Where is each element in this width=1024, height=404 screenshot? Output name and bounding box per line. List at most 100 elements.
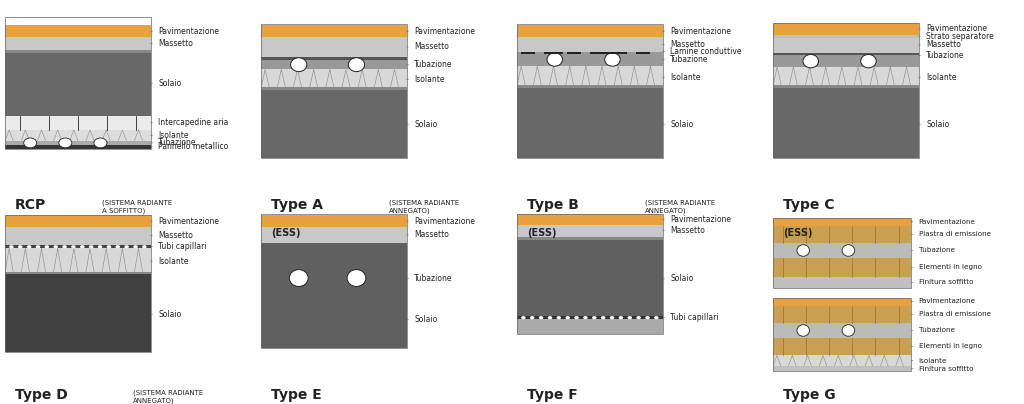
Text: Massetto: Massetto <box>151 231 194 240</box>
Text: Tubi capillari: Tubi capillari <box>151 242 207 251</box>
Bar <box>261 57 407 60</box>
Bar <box>544 52 558 54</box>
Bar <box>261 214 407 348</box>
Ellipse shape <box>547 53 562 66</box>
Bar <box>517 38 663 52</box>
Text: Tubazione: Tubazione <box>151 139 197 147</box>
Bar <box>5 145 151 149</box>
Bar <box>773 305 911 323</box>
Text: Type E: Type E <box>271 388 322 402</box>
Bar <box>773 298 911 371</box>
Bar <box>773 38 919 53</box>
Circle shape <box>654 316 658 319</box>
Text: (SISTEMA RADIANTE
A SOFFITTO): (SISTEMA RADIANTE A SOFFITTO) <box>102 200 172 214</box>
Text: Pavimentazione: Pavimentazione <box>407 217 475 226</box>
Circle shape <box>548 316 552 319</box>
Ellipse shape <box>803 55 818 68</box>
Bar <box>5 116 151 130</box>
Bar <box>5 248 151 272</box>
Text: Massetto: Massetto <box>919 40 962 49</box>
Bar <box>517 214 663 334</box>
Text: (SISTEMA RADIANTE
ANNEGATO): (SISTEMA RADIANTE ANNEGATO) <box>133 390 203 404</box>
Bar <box>517 86 663 88</box>
Circle shape <box>530 316 535 319</box>
Ellipse shape <box>348 58 365 72</box>
Bar <box>517 52 663 66</box>
Text: Tubazione: Tubazione <box>663 55 709 64</box>
Ellipse shape <box>842 245 855 256</box>
Bar <box>5 215 151 352</box>
Ellipse shape <box>861 55 877 68</box>
Bar <box>773 218 911 288</box>
Circle shape <box>557 316 561 319</box>
Text: (ESS): (ESS) <box>783 228 813 238</box>
Text: (ESS): (ESS) <box>527 228 557 238</box>
Bar <box>517 25 663 38</box>
Ellipse shape <box>842 325 855 336</box>
Text: (ESS): (ESS) <box>271 228 301 238</box>
Text: Solaio: Solaio <box>663 274 693 284</box>
Bar <box>5 50 151 53</box>
Text: Type A: Type A <box>271 198 324 212</box>
Bar <box>261 69 407 87</box>
Ellipse shape <box>347 269 366 286</box>
Text: Massetto: Massetto <box>151 39 194 48</box>
Bar <box>5 272 151 274</box>
Bar <box>5 245 151 248</box>
Bar <box>261 215 407 227</box>
Circle shape <box>618 316 624 319</box>
Bar <box>773 298 911 305</box>
Text: Type F: Type F <box>527 388 578 402</box>
Bar <box>5 17 151 149</box>
Circle shape <box>80 245 85 248</box>
Text: Pavimentazione: Pavimentazione <box>663 27 731 36</box>
Text: Isolante: Isolante <box>919 73 956 82</box>
Bar <box>773 225 911 243</box>
Circle shape <box>565 316 570 319</box>
Text: Pavimentazione: Pavimentazione <box>151 27 219 36</box>
Bar <box>547 52 563 54</box>
Text: Tubazione: Tubazione <box>919 51 965 60</box>
Circle shape <box>142 245 146 248</box>
Bar <box>261 243 407 348</box>
Text: Isolante: Isolante <box>151 257 188 266</box>
Bar <box>261 60 407 69</box>
Text: Solaio: Solaio <box>407 120 437 129</box>
Bar <box>261 90 407 158</box>
Bar <box>5 274 151 352</box>
Text: Isolante: Isolante <box>663 73 700 82</box>
Bar <box>590 52 604 54</box>
Text: Massetto: Massetto <box>407 230 450 239</box>
Bar <box>773 277 911 288</box>
Text: Isolante: Isolante <box>911 358 947 364</box>
Bar <box>517 88 663 158</box>
Text: (SISTEMA RADIANTE
ANNEGATO): (SISTEMA RADIANTE ANNEGATO) <box>645 200 715 214</box>
Text: Tubazione: Tubazione <box>407 274 453 282</box>
Circle shape <box>645 316 650 319</box>
Circle shape <box>584 316 588 319</box>
Bar <box>261 227 407 243</box>
Bar <box>5 227 151 245</box>
Bar <box>773 258 911 277</box>
Text: Pavimentazione: Pavimentazione <box>911 219 976 225</box>
Bar <box>773 67 919 86</box>
Text: Elementi in legno: Elementi in legno <box>911 343 982 349</box>
Ellipse shape <box>24 138 37 148</box>
Bar <box>773 23 919 158</box>
Text: Elementi in legno: Elementi in legno <box>911 264 982 270</box>
Circle shape <box>124 245 129 248</box>
Ellipse shape <box>605 53 621 66</box>
Text: Type G: Type G <box>783 388 836 402</box>
Bar <box>5 25 151 38</box>
Text: Massetto: Massetto <box>663 40 706 49</box>
Text: Solaio: Solaio <box>151 79 181 88</box>
Text: Solaio: Solaio <box>919 120 949 129</box>
Ellipse shape <box>291 58 307 72</box>
Circle shape <box>609 316 614 319</box>
Bar <box>261 25 407 38</box>
Bar <box>773 356 911 366</box>
Ellipse shape <box>797 245 810 256</box>
Text: Solaio: Solaio <box>407 315 437 324</box>
Text: Piastra di emissione: Piastra di emissione <box>911 231 991 238</box>
Text: Type B: Type B <box>527 198 579 212</box>
